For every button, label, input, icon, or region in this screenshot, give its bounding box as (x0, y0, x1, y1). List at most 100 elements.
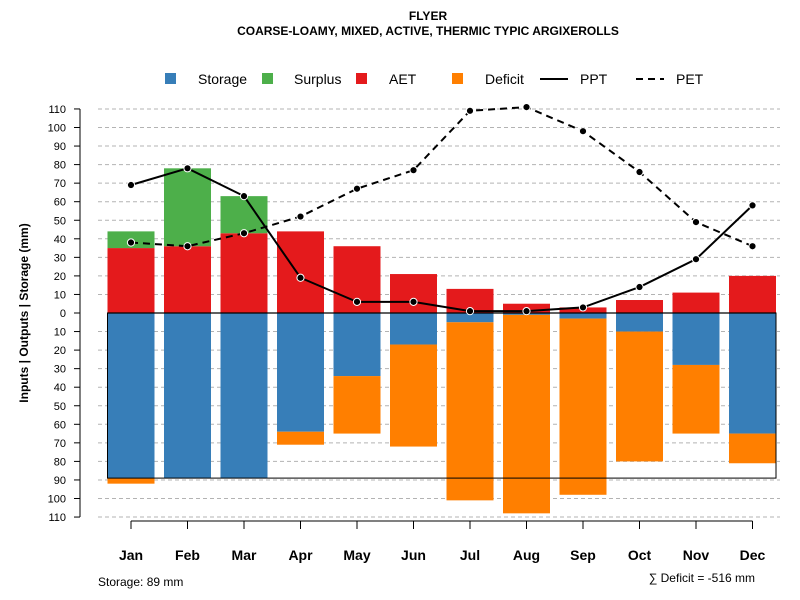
bar-aet-oct (616, 300, 663, 313)
y-tick-label: 20 (54, 345, 66, 357)
bar-storage-oct (616, 313, 663, 332)
legend-swatch-storage (165, 73, 176, 84)
y-tick-label: 0 (60, 308, 66, 320)
point-ppt-may (352, 297, 362, 306)
x-tick-label-jan: Jan (119, 547, 143, 563)
bar-deficit-aug (503, 314, 550, 514)
point-pet-mar (239, 229, 249, 238)
y-tick-label: 70 (54, 178, 66, 190)
x-tick-label-nov: Nov (683, 547, 710, 563)
bar-storage-apr (277, 313, 324, 432)
bar-surplus-mar (220, 196, 268, 234)
point-ppt-nov (691, 255, 701, 264)
bar-storage-jul (446, 313, 494, 323)
bar-aet-feb (164, 246, 211, 313)
bar-deficit-oct (616, 331, 663, 462)
x-tick-label-mar: Mar (232, 547, 257, 563)
point-pet-sep (578, 127, 588, 136)
point-ppt-jul (465, 307, 475, 316)
y-tick-label: 90 (54, 475, 66, 487)
bar-deficit-jan (107, 478, 155, 484)
legend-swatch-aet (356, 73, 367, 84)
point-ppt-aug (522, 307, 531, 316)
y-tick-label: 50 (54, 215, 66, 227)
y-tick-label: 100 (48, 123, 66, 135)
point-pet-nov (691, 218, 701, 227)
point-pet-jul (465, 106, 475, 115)
legend-label-deficit: Deficit (485, 71, 524, 87)
legend-label-aet: AET (389, 71, 417, 87)
x-tick-label-apr: Apr (288, 547, 313, 563)
legend-label-storage: Storage (198, 71, 247, 87)
bar-storage-sep (559, 313, 607, 319)
legend-label-pet: PET (676, 71, 704, 87)
y-tick-label: 30 (54, 252, 66, 264)
bar-aet-apr (277, 231, 324, 313)
y-tick-label: 10 (54, 289, 66, 301)
bar-storage-may (333, 313, 381, 377)
gridlines (98, 108, 780, 518)
bar-deficit-nov (672, 364, 720, 434)
line-pet (130, 106, 753, 248)
point-pet-feb (183, 242, 192, 251)
axes: 1101009080706050403020100102030405060708… (48, 104, 766, 563)
y-tick-label: 90 (54, 141, 66, 153)
legend: Storage Surplus AET Deficit PPT PET (165, 71, 704, 87)
bar-deficit-apr (277, 431, 324, 445)
bar-surplus-feb (164, 168, 211, 247)
x-tick-label-aug: Aug (513, 547, 540, 563)
chart-subtitle: COARSE-LOAMY, MIXED, ACTIVE, THERMIC TYP… (237, 24, 619, 38)
point-ppt-apr (296, 273, 305, 282)
point-ppt-jan (126, 180, 136, 190)
point-pet-dec (748, 242, 757, 251)
point-pet-may (352, 184, 362, 193)
x-tick-label-jun: Jun (401, 547, 426, 563)
legend-swatch-surplus (262, 73, 273, 84)
lines (126, 102, 757, 316)
point-ppt-sep (578, 303, 588, 312)
deficit-note: ∑ Deficit = -516 mm (649, 571, 755, 585)
y-tick-label: 30 (54, 364, 66, 376)
x-tick-label-sep: Sep (570, 547, 596, 563)
point-pet-jan (126, 238, 136, 247)
bar-aet-mar (220, 233, 268, 313)
y-tick-label: 10 (54, 327, 66, 339)
bar-storage-nov (672, 313, 720, 365)
y-tick-label: 20 (54, 271, 66, 283)
x-tick-label-oct: Oct (628, 547, 652, 563)
legend-label-surplus: Surplus (294, 71, 341, 87)
bar-deficit-sep (559, 318, 607, 495)
x-tick-label-dec: Dec (740, 547, 766, 563)
point-pet-aug (522, 102, 531, 112)
bar-deficit-dec (729, 433, 776, 464)
bar-aet-jan (107, 248, 155, 313)
point-ppt-oct (635, 282, 644, 292)
chart-title: FLYER (409, 9, 448, 23)
storage-note: Storage: 89 mm (98, 575, 183, 589)
line-ppt (130, 167, 754, 313)
bar-storage-mar (220, 313, 268, 479)
x-tick-label-may: May (343, 547, 370, 563)
point-ppt-jun (409, 297, 418, 306)
y-tick-label: 70 (54, 438, 66, 450)
legend-swatch-deficit (452, 73, 463, 84)
y-tick-label: 50 (54, 401, 66, 413)
y-tick-label: 110 (48, 104, 66, 116)
point-ppt-dec (748, 201, 757, 210)
bar-aet-nov (672, 292, 720, 313)
y-tick-label: 40 (54, 382, 66, 394)
point-ppt-mar (239, 192, 249, 201)
y-tick-label: 40 (54, 234, 66, 246)
bar-aet-dec (729, 275, 776, 313)
y-tick-label: 80 (54, 160, 66, 172)
bar-deficit-jun (390, 344, 437, 447)
y-tick-label: 60 (54, 197, 66, 209)
x-tick-label-feb: Feb (175, 547, 200, 563)
point-ppt-feb (183, 164, 192, 173)
y-tick-label: 110 (48, 512, 66, 524)
point-pet-apr (296, 212, 305, 221)
bar-deficit-jul (446, 322, 494, 501)
bar-storage-jan (107, 313, 155, 479)
point-pet-oct (635, 167, 644, 177)
